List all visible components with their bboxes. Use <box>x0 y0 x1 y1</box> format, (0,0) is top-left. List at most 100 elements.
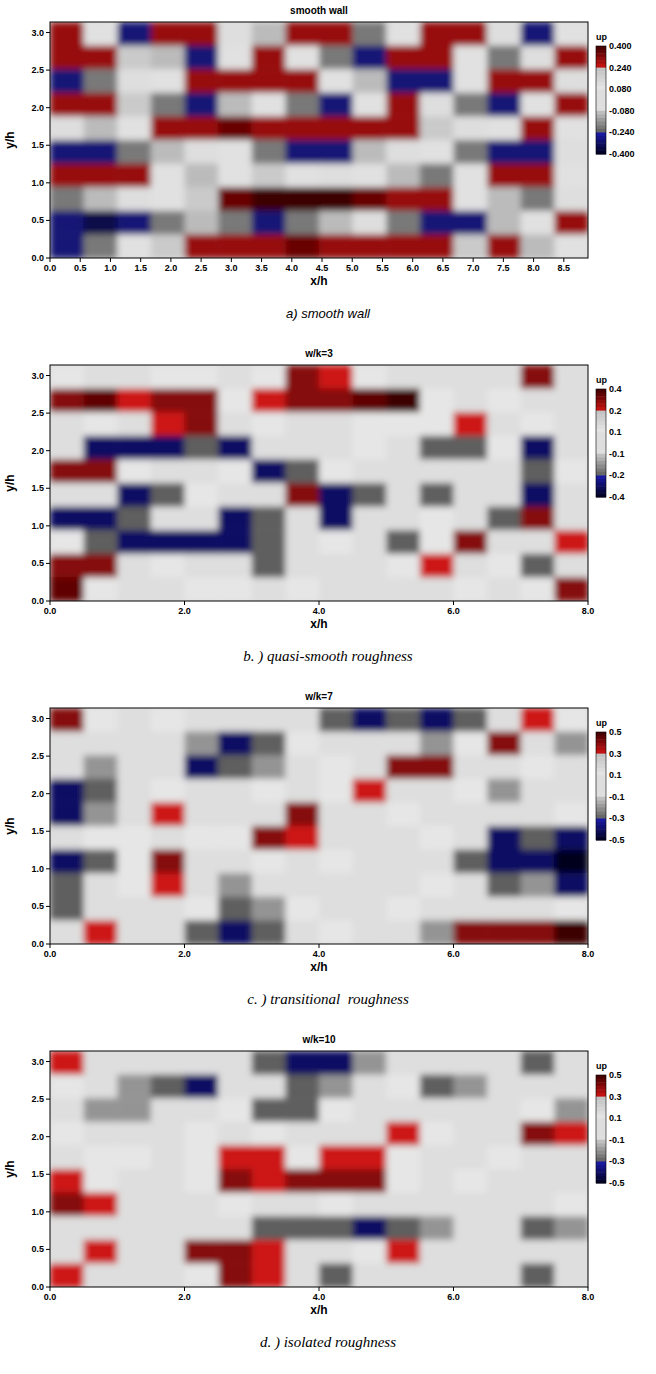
colorbar-tick-label: -0.1 <box>609 449 625 459</box>
heatmap-cell <box>84 46 118 70</box>
y-tick <box>46 375 50 376</box>
colorbar-swatch <box>596 436 606 440</box>
heatmap-cell <box>285 436 319 460</box>
heatmap-cell <box>185 69 219 93</box>
panel-title: smooth wall <box>290 5 348 16</box>
colorbar-swatch <box>596 768 606 772</box>
x-tick-label: 8.0 <box>582 949 595 959</box>
heatmap-cell <box>252 459 286 483</box>
heatmap-cell <box>487 365 521 389</box>
heatmap-cell <box>185 1098 219 1122</box>
colorbar-swatch <box>596 432 606 436</box>
heatmap-cell <box>252 577 286 601</box>
heatmap-cell <box>151 234 185 258</box>
heatmap-cell <box>218 802 252 826</box>
heatmap-cell <box>185 826 219 850</box>
heatmap-cell <box>353 483 387 507</box>
y-tick-label: 0.5 <box>31 558 44 568</box>
colorbar-swatch <box>596 132 606 136</box>
colorbar-tick-label: -0.080 <box>609 106 635 116</box>
plot-area <box>50 365 588 601</box>
colorbar-swatch <box>596 1100 606 1104</box>
x-tick <box>140 258 141 262</box>
colorbar-swatch <box>596 68 606 72</box>
heatmap-cell <box>353 164 387 188</box>
heatmap-cell <box>487 412 521 436</box>
heatmap-cell <box>420 365 454 389</box>
plot-frame <box>50 22 588 258</box>
heatmap-cell <box>151 577 185 601</box>
heatmap-cell <box>386 211 420 235</box>
heatmap-cell <box>50 779 84 803</box>
heatmap-cell <box>420 1240 454 1264</box>
heatmap-cell <box>454 187 488 211</box>
heatmap-cell <box>454 1216 488 1240</box>
heatmap-cell <box>554 1240 588 1264</box>
x-tick-label: 3.5 <box>255 263 268 273</box>
heatmap-cell <box>185 530 219 554</box>
heatmap-cell <box>117 850 151 874</box>
heatmap-cell <box>285 234 319 258</box>
heatmap-cell <box>487 779 521 803</box>
colorbar-swatch <box>596 89 606 93</box>
heatmap-cell <box>487 93 521 117</box>
heatmap-cell <box>521 187 555 211</box>
heatmap-cell <box>50 826 84 850</box>
heatmap-cell <box>185 211 219 235</box>
colorbar-frame <box>596 732 606 840</box>
colorbar-swatch <box>596 757 606 761</box>
colorbar-swatch <box>596 1172 606 1176</box>
heatmap-cell <box>50 365 84 389</box>
heatmap-cell <box>319 897 353 921</box>
heatmap-cell <box>319 1169 353 1193</box>
heatmap-cell <box>84 1263 118 1287</box>
panel-title: w/k=3 <box>304 348 333 359</box>
heatmap-cell <box>487 577 521 601</box>
y-tick <box>46 488 50 489</box>
heatmap-cell <box>521 389 555 413</box>
colorbar-swatch <box>596 93 606 97</box>
heatmap-cell <box>420 234 454 258</box>
colorbar-tick-label: 0.080 <box>609 84 632 94</box>
heatmap-cell <box>554 920 588 944</box>
caption: b. ) quasi-smooth roughness <box>243 648 413 665</box>
heatmap-cell <box>487 234 521 258</box>
heatmap-cell <box>521 897 555 921</box>
heatmap-cell <box>285 708 319 732</box>
heatmap-cell <box>218 483 252 507</box>
heatmap-cell <box>218 46 252 70</box>
heatmap-cell <box>84 365 118 389</box>
colorbar-swatch <box>596 833 606 837</box>
heatmap-cell <box>185 234 219 258</box>
heatmap-cell <box>554 1169 588 1193</box>
x-tick-label: 1.5 <box>134 263 147 273</box>
heatmap-cell <box>353 1169 387 1193</box>
heatmap-cell <box>285 530 319 554</box>
heatmap-cell <box>252 755 286 779</box>
heatmap-cell <box>454 69 488 93</box>
heatmap-cell <box>319 389 353 413</box>
heatmap-cell <box>319 530 353 554</box>
heatmap-cell <box>353 116 387 140</box>
x-tick <box>453 1287 454 1291</box>
heatmap-cell <box>50 1193 84 1217</box>
heatmap-cell <box>185 140 219 164</box>
heatmap-cell <box>285 164 319 188</box>
heatmap-cell <box>454 1051 488 1075</box>
heatmap-cell <box>554 234 588 258</box>
heatmap-cell <box>420 920 454 944</box>
heatmap-cell <box>554 46 588 70</box>
x-tick-label: 8.0 <box>527 263 540 273</box>
heatmap-cell <box>454 483 488 507</box>
heatmap-cell <box>285 22 319 46</box>
heatmap-cell <box>252 1122 286 1146</box>
heatmap-cell <box>50 1098 84 1122</box>
heatmap-cell <box>554 412 588 436</box>
heatmap-cell <box>50 1122 84 1146</box>
colorbar-frame <box>596 1075 606 1183</box>
heatmap-cell <box>454 1122 488 1146</box>
heatmap-cell <box>554 365 588 389</box>
heatmap-cell <box>521 1075 555 1099</box>
heatmap-cell <box>218 850 252 874</box>
heatmap-cell <box>319 140 353 164</box>
